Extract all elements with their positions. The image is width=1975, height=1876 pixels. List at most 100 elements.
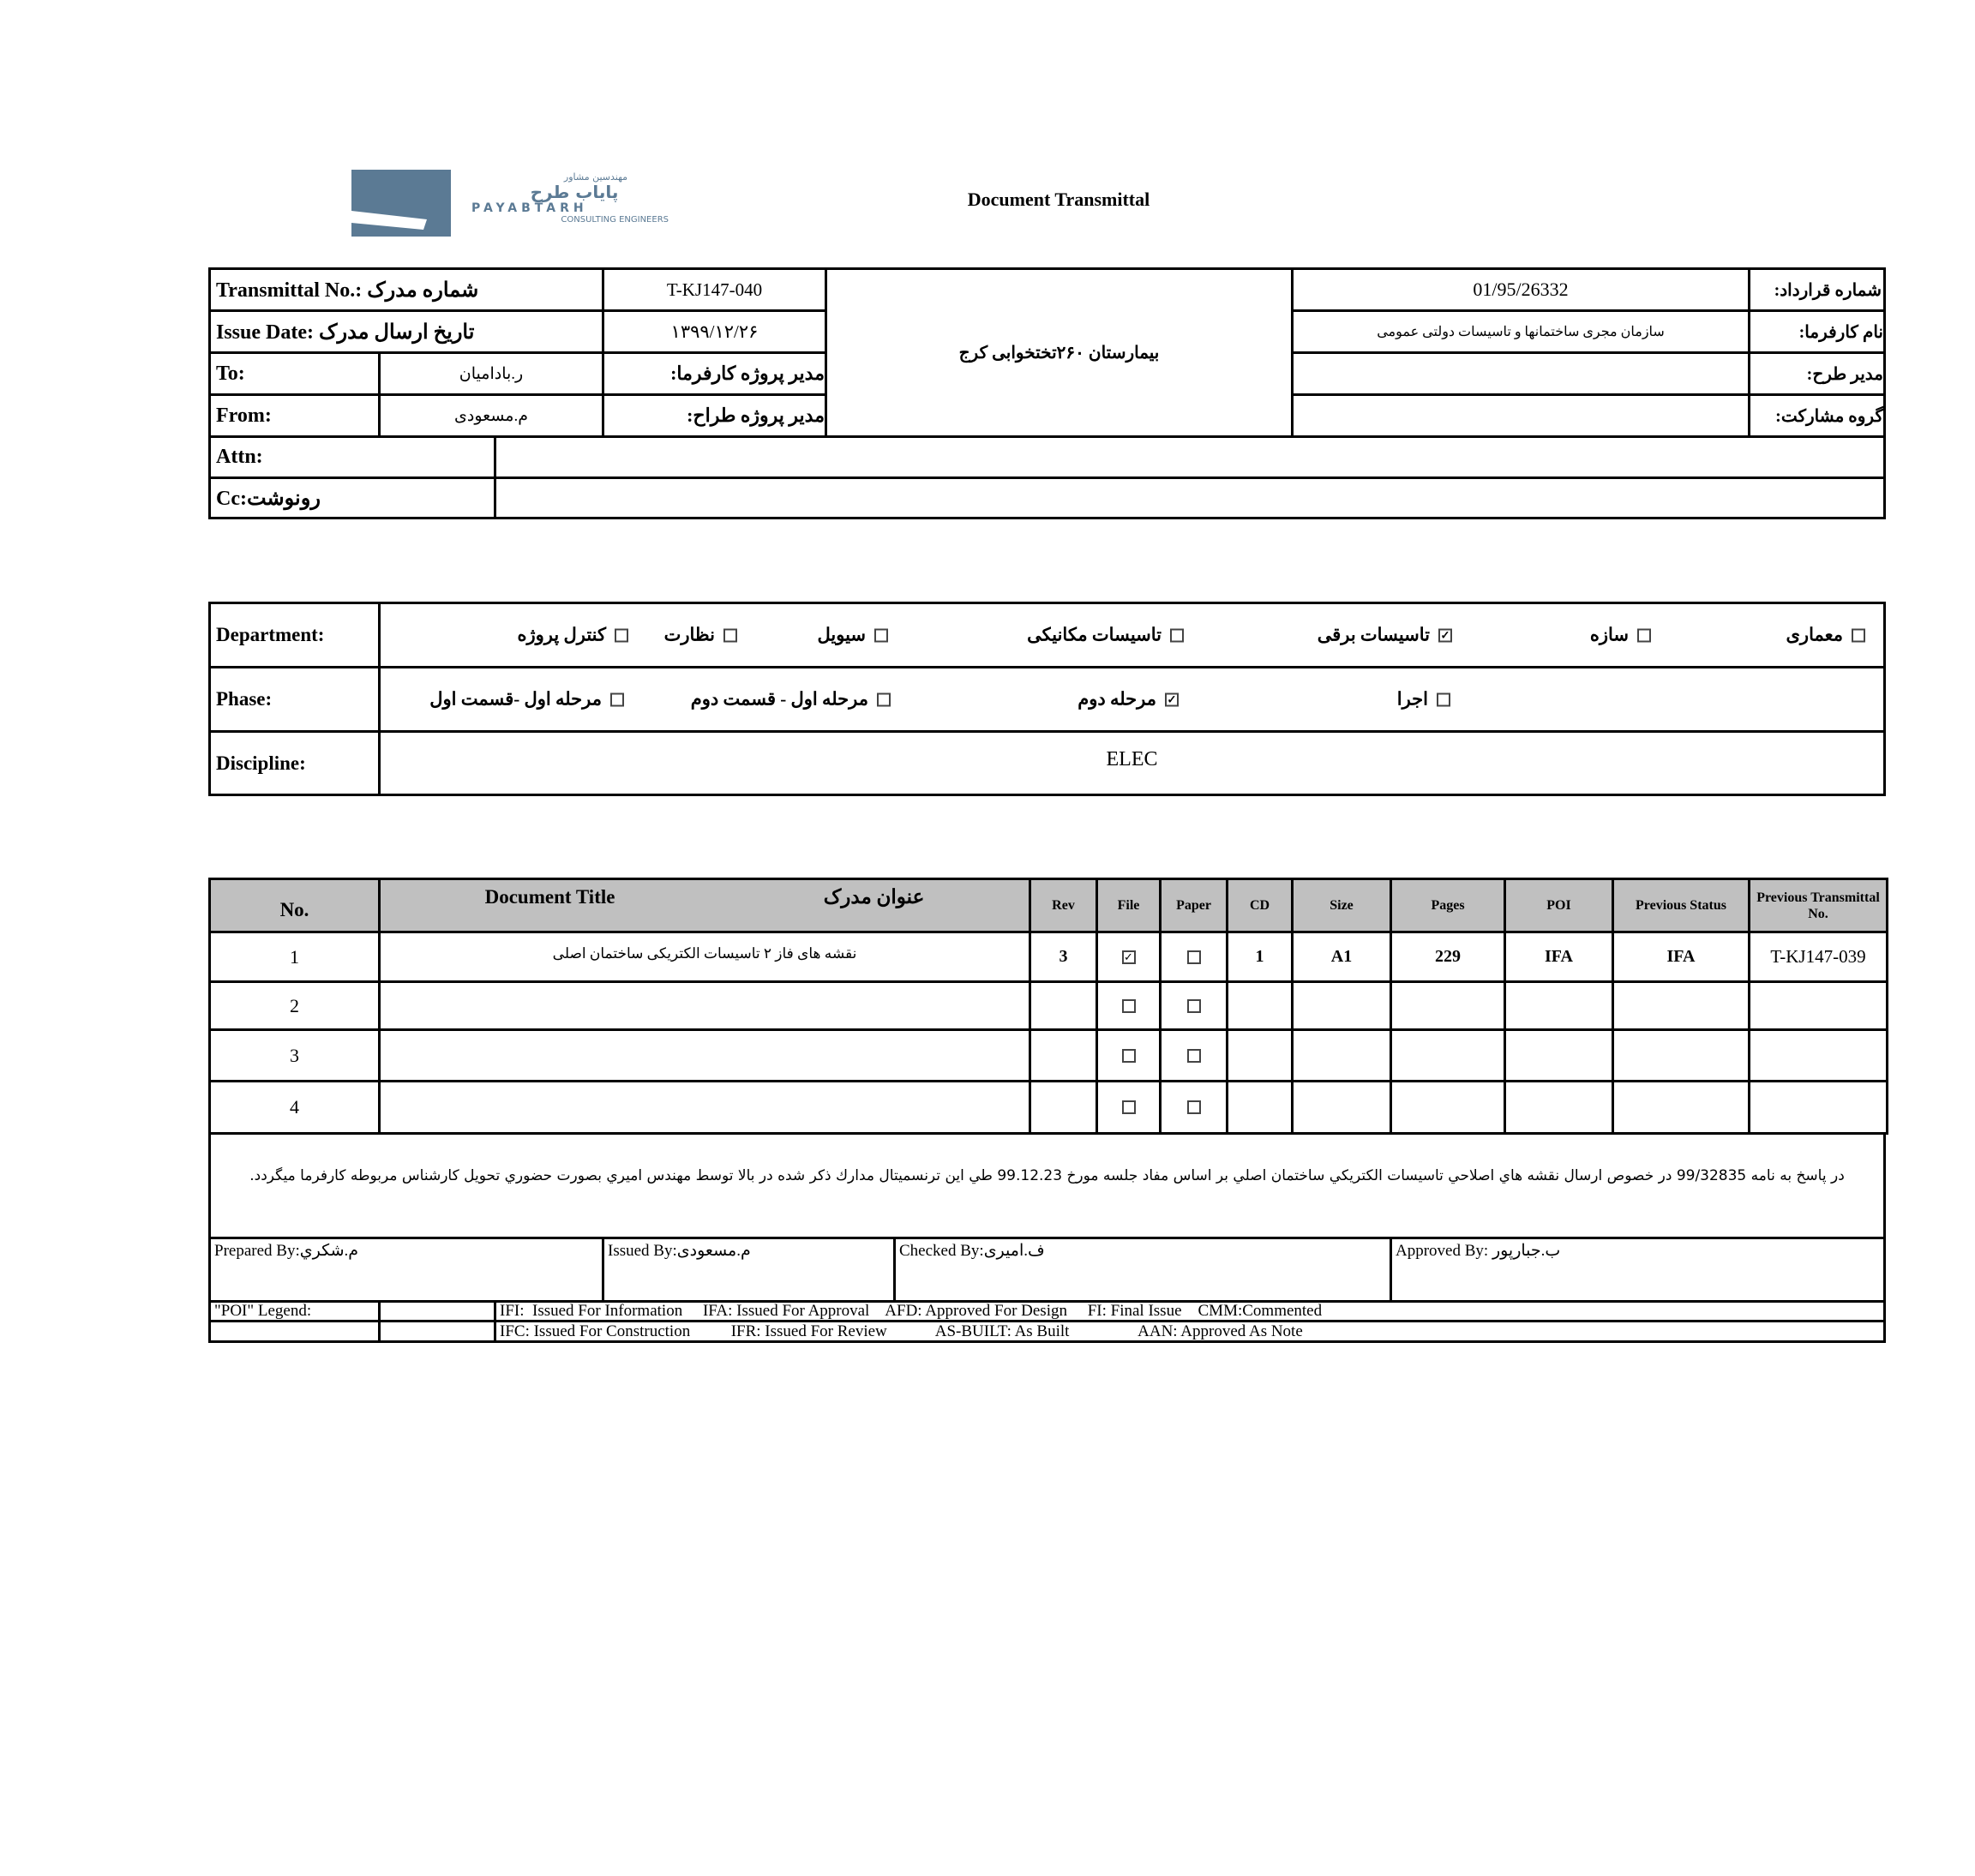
poi-legend-line-2: IFC: Issued For Construction IFR: Issued…	[494, 1320, 1886, 1343]
logo-en-name: PAYABTARH	[471, 201, 588, 215]
phase-option-label: مرحله اول - قسمت دوم	[690, 688, 868, 710]
cell-no: 1	[208, 931, 381, 983]
checkbox-icon[interactable]	[1637, 628, 1651, 642]
phase-option[interactable]: ✓ مرحله دوم	[1078, 689, 1179, 710]
issue-date-value: ۱۳۹۹/۱۲/۲۶	[602, 309, 827, 354]
department-option-label: نظارت	[663, 624, 715, 645]
checkbox-icon[interactable]	[723, 628, 737, 642]
cell-pages	[1390, 1028, 1506, 1082]
department-option-label: سازه	[1589, 624, 1629, 645]
cell-rev	[1029, 980, 1098, 1031]
column-header-title: Document Title عنوان مدرک	[378, 878, 1031, 933]
company-logo: مهندسین مشاور پایاب طرح PAYABTARH CONSUL…	[351, 170, 669, 240]
issue-date-label: Issue Date: تاریخ ارسال مدرک	[208, 309, 604, 354]
cell-poi	[1504, 980, 1614, 1031]
department-option[interactable]: معماری	[1786, 625, 1865, 646]
transmittal-no-value: T-KJ147-040	[602, 267, 827, 312]
checkbox-icon[interactable]	[877, 692, 891, 706]
issued-by: Issued By:م.مسعودی	[602, 1237, 896, 1303]
cell-rev	[1029, 1028, 1098, 1082]
logo-fa-name: پایاب طرح	[530, 182, 619, 202]
cell-cd	[1226, 980, 1294, 1031]
plan-manager-value	[1291, 351, 1750, 396]
partner-label: گروه مشارکت:	[1748, 393, 1886, 438]
attn-value	[494, 435, 1886, 479]
cell-title	[378, 980, 1031, 1031]
department-options: معماری سازه ✓ تاسیسات برقی تاسیسات مکانیکی سی…	[378, 602, 1886, 668]
department-option[interactable]: ✓ تاسیسات برقی	[1318, 625, 1452, 646]
client-name-label: نام کارفرما:	[1748, 309, 1886, 354]
checkbox-icon[interactable]	[1437, 692, 1450, 706]
cell-size	[1291, 1028, 1392, 1082]
column-header-prev-transmittal: Previous Transmittal No.	[1748, 878, 1888, 933]
checkbox-icon[interactable]	[1121, 1100, 1136, 1114]
cell-prev-status	[1612, 1028, 1750, 1082]
column-header-paper: Paper	[1159, 878, 1228, 933]
cell-size	[1291, 980, 1392, 1031]
checkbox-icon[interactable]	[615, 628, 628, 642]
checkbox-icon[interactable]	[1852, 628, 1865, 642]
cell-prev-status	[1612, 980, 1750, 1031]
phase-option[interactable]: مرحله اول - قسمت دوم	[691, 689, 891, 710]
cell-prev-transmittal	[1748, 1080, 1888, 1135]
department-option[interactable]: تاسیسات مکانیکی	[1027, 625, 1184, 646]
phase-option-label: اجرا	[1396, 688, 1428, 710]
cell-pages: 229	[1390, 931, 1506, 983]
checked-by: Checked By:ف.امیری	[893, 1237, 1392, 1303]
cell-size	[1291, 1080, 1392, 1135]
partner-value	[1291, 393, 1750, 438]
phase-option[interactable]: اجرا	[1397, 689, 1450, 710]
column-header-cd: CD	[1226, 878, 1294, 933]
legend-spacer	[208, 1320, 381, 1343]
cell-poi	[1504, 1028, 1614, 1082]
checkbox-icon[interactable]	[874, 628, 888, 642]
cell-size: A1	[1291, 931, 1392, 983]
cell-prev-transmittal	[1748, 1028, 1888, 1082]
department-option[interactable]: کنترل پروژه	[518, 625, 628, 646]
cell-no: 3	[208, 1028, 381, 1082]
cell-title: نقشه های فاز ۲ تاسیسات الکتریکی ساختمان …	[378, 931, 1031, 983]
checkbox-checked-icon[interactable]: ✓	[1438, 628, 1452, 642]
from-value: م.مسعودی	[378, 393, 604, 438]
column-header-pages: Pages	[1390, 878, 1506, 933]
checkbox-icon[interactable]	[1186, 1100, 1201, 1114]
checkbox-icon[interactable]	[1170, 628, 1184, 642]
cell-paper	[1159, 931, 1228, 983]
logo-mark-icon	[351, 170, 451, 237]
discipline-label: Discipline:	[208, 730, 381, 796]
phase-option[interactable]: مرحله اول -قسمت اول	[429, 689, 624, 710]
logo-fa-small: مهندسین مشاور	[563, 171, 628, 183]
column-header-file: File	[1096, 878, 1162, 933]
department-option-label: کنترل پروژه	[517, 624, 606, 645]
department-option[interactable]: سیویل	[817, 625, 888, 646]
department-option[interactable]: سازه	[1590, 625, 1651, 646]
checkbox-icon[interactable]	[1186, 1048, 1201, 1063]
department-option-label: تاسیسات برقی	[1317, 624, 1430, 645]
project-name: بیمارستان ۲۶۰تختخوابی کرج	[825, 267, 1294, 438]
checkbox-checked-icon[interactable]: ✓	[1165, 692, 1179, 706]
contract-no-label: شماره قرارداد:	[1748, 267, 1886, 312]
cell-no: 4	[208, 1080, 381, 1135]
discipline-value: ELEC	[378, 730, 1886, 796]
cell-pages	[1390, 980, 1506, 1031]
cell-file	[1096, 980, 1162, 1031]
department-option[interactable]: نظارت	[664, 625, 737, 646]
from-label: From:	[208, 393, 381, 438]
poi-legend-label: "POI" Legend:	[208, 1300, 381, 1322]
checkbox-icon[interactable]	[1186, 950, 1201, 964]
checkbox-icon[interactable]	[1186, 998, 1201, 1013]
checkbox-checked-icon[interactable]: ✓	[1121, 950, 1136, 964]
cell-file: ✓	[1096, 931, 1162, 983]
cell-prev-status: IFA	[1612, 931, 1750, 983]
designer-pm-label: مدیر پروژه طراح:	[602, 393, 827, 438]
column-header-size: Size	[1291, 878, 1392, 933]
cell-paper	[1159, 1028, 1228, 1082]
phase-option-label: مرحله اول -قسمت اول	[429, 688, 602, 710]
to-label: To:	[208, 351, 381, 396]
checkbox-icon[interactable]	[1121, 1048, 1136, 1063]
checkbox-icon[interactable]	[610, 692, 624, 706]
cell-cd	[1226, 1080, 1294, 1135]
cell-prev-status	[1612, 1080, 1750, 1135]
checkbox-icon[interactable]	[1121, 998, 1136, 1013]
plan-manager-label: مدیر طرح:	[1748, 351, 1886, 396]
